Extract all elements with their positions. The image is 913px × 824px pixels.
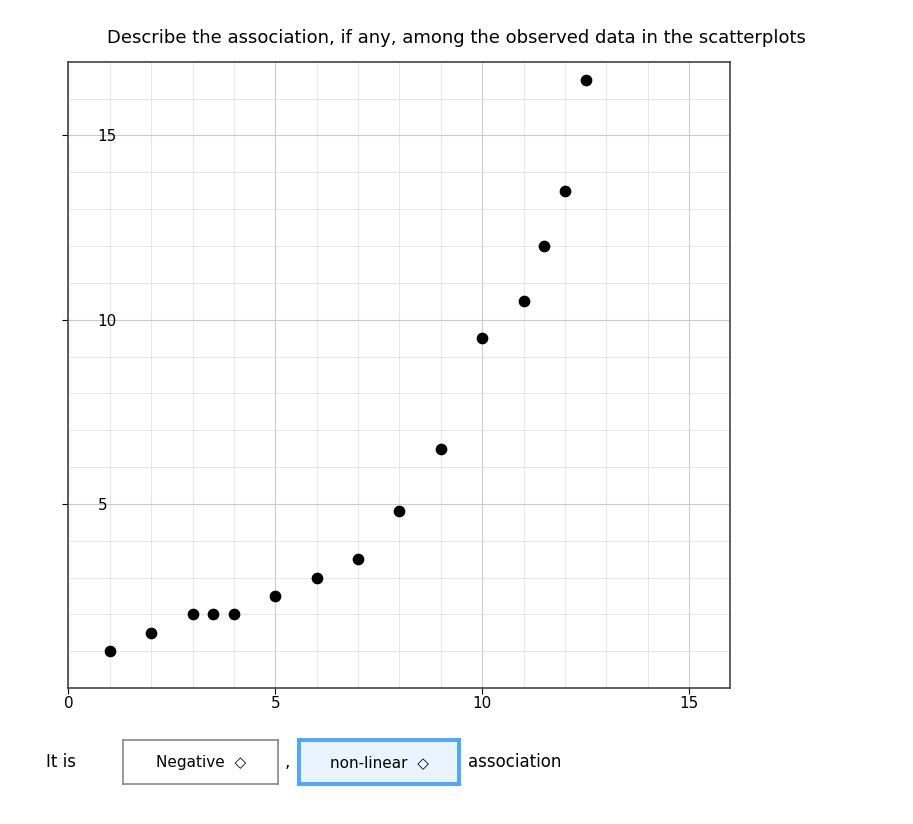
Point: [578, 73, 593, 87]
Point: [226, 608, 241, 621]
Point: [475, 331, 489, 344]
Point: [516, 295, 530, 308]
Point: [392, 504, 406, 517]
Text: Negative  ◇: Negative ◇: [156, 755, 246, 770]
Point: [310, 571, 324, 584]
Text: ,: ,: [285, 753, 290, 771]
Text: non-linear  ◇: non-linear ◇: [330, 755, 429, 770]
Point: [144, 626, 159, 639]
Point: [351, 553, 365, 566]
Point: [434, 442, 448, 455]
Point: [558, 184, 572, 197]
Text: Describe the association, if any, among the observed data in the scatterplots: Describe the association, if any, among …: [107, 29, 806, 47]
Point: [206, 608, 221, 621]
Point: [537, 240, 551, 253]
Text: It is: It is: [46, 753, 76, 771]
Point: [268, 589, 283, 602]
Point: [185, 608, 200, 621]
Point: [102, 644, 117, 658]
Text: association: association: [468, 753, 561, 771]
